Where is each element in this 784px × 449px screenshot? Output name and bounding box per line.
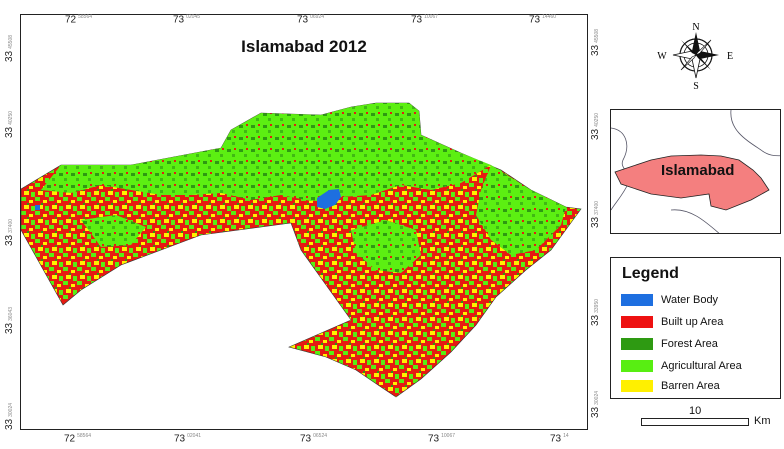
tick-left-3: 3337400 — [4, 218, 15, 246]
legend-title: Legend — [622, 265, 679, 282]
legend-item-barren: Barren Area — [621, 379, 720, 393]
legend-item-agricultural: Agricultural Area — [621, 359, 742, 373]
tick-right-3: 3337400 — [590, 200, 601, 228]
agri-center — [351, 220, 421, 273]
tick-top-1: 72 58564 — [65, 14, 93, 26]
islamabad-region — [614, 154, 770, 211]
legend-swatch-water — [621, 294, 653, 306]
tick-right-5: 3330024 — [590, 390, 601, 418]
legend-item-built-up: Built up Area — [621, 315, 723, 329]
water-body — [317, 189, 341, 209]
tick-right-4: 3333950 — [590, 298, 601, 326]
tick-top-3: 73 06924 — [297, 14, 325, 26]
legend-label: Barren Area — [661, 380, 720, 392]
legend-swatch-agri — [621, 360, 653, 372]
tick-bottom-4: 73 10067 — [428, 433, 456, 445]
inset-boundary-line-2 — [730, 110, 780, 157]
legend-label: Agricultural Area — [661, 360, 742, 372]
legend-item-forest: Forest Area — [621, 337, 718, 351]
inset-boundary-line-3 — [670, 209, 720, 233]
map-frame: Islamabad 2012 — [20, 14, 588, 430]
legend-swatch-barren — [621, 380, 653, 392]
landcover-map — [21, 102, 582, 398]
tick-left-1: 3345508 — [4, 34, 15, 62]
inset-map: Islamabad — [610, 109, 781, 234]
tick-bottom-3: 73 06524 — [300, 433, 328, 445]
compass-s: S — [693, 81, 699, 90]
legend-label: Forest Area — [661, 338, 718, 350]
scale-value: 10 — [689, 405, 702, 417]
legend-label: Built up Area — [661, 316, 724, 328]
legend-item-water-body: Water Body — [621, 293, 718, 307]
map-title: Islamabad 2012 — [241, 37, 367, 56]
tick-right-1: 3345508 — [590, 28, 601, 56]
tick-left-5: 3330024 — [4, 402, 15, 430]
legend-label: Water Body — [661, 294, 719, 306]
scale-bar: 10 Km — [641, 405, 781, 433]
tick-left-2: 3340250 — [4, 110, 15, 138]
legend-swatch-built — [621, 316, 653, 328]
tick-bottom-5: 73 14 — [550, 433, 569, 445]
tick-right-2: 3340250 — [590, 112, 601, 140]
compass-n: N — [692, 22, 699, 33]
tick-bottom-2: 73 02041 — [174, 433, 202, 445]
tick-top-4: 73 10067 — [411, 14, 439, 26]
scale-box — [641, 418, 749, 426]
legend-swatch-forest — [621, 338, 653, 350]
scale-unit: Km — [754, 415, 771, 427]
agri-west — [81, 215, 146, 247]
inset-label: Islamabad — [661, 162, 735, 179]
tick-bottom-1: 72 58564 — [64, 433, 92, 445]
water-spot — [35, 205, 40, 210]
tick-left-4: 3336043 — [4, 306, 15, 334]
agri-belt — [41, 103, 491, 201]
tick-top-5: 73 14460 — [529, 14, 557, 26]
legend: Legend Water Body Built up Area Forest A… — [610, 257, 781, 399]
tick-top-2: 73 02045 — [173, 14, 201, 26]
agri-east — [476, 165, 566, 255]
compass-w: W — [657, 51, 667, 62]
compass-e: E — [727, 51, 733, 62]
compass-rose-icon: N S W E — [648, 20, 744, 92]
